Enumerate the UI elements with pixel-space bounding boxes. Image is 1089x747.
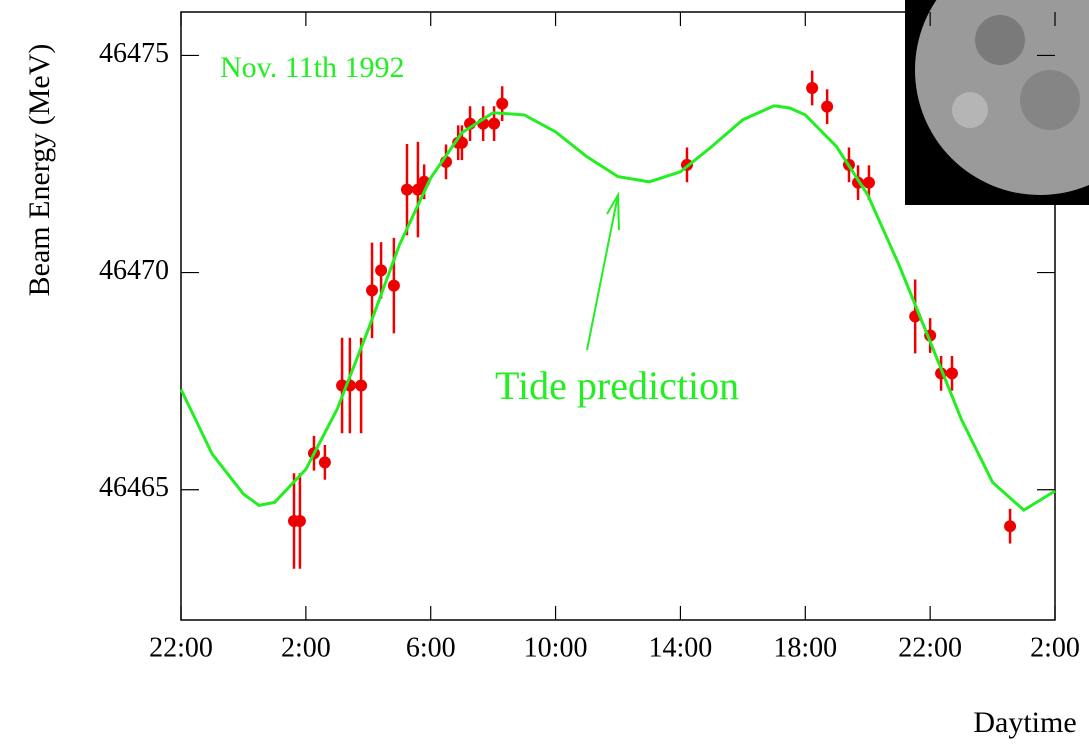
x-tick-label: 10:00 (524, 632, 588, 663)
x-tick-label: 6:00 (406, 632, 456, 663)
x-tick-label: 14:00 (649, 632, 713, 663)
data-point (862, 176, 875, 189)
data-point (488, 117, 501, 130)
y-tick-label: 46470 (99, 255, 169, 286)
x-tick-label: 2:00 (281, 632, 331, 663)
y-tick-label: 46465 (99, 472, 169, 503)
data-point (366, 284, 379, 297)
date-annotation: Nov. 11th 1992 (220, 51, 404, 84)
data-point (400, 183, 413, 196)
data-point (496, 97, 509, 110)
data-point (821, 100, 834, 113)
data-point (806, 82, 819, 94)
data-point (1004, 520, 1017, 533)
annotation-arrow (586, 191, 620, 351)
data-point (318, 456, 331, 469)
data-point (945, 367, 958, 380)
plot-frame (180, 11, 1056, 621)
curve-annotation: Tide prediction (495, 363, 739, 408)
x-tick-label: 22:00 (898, 632, 962, 663)
x-tick-label: 22:00 (149, 632, 213, 663)
data-point (355, 379, 368, 392)
data-point (455, 136, 468, 149)
data-point (387, 279, 400, 292)
y-tick-label: 46475 (99, 38, 169, 69)
data-point (375, 264, 388, 277)
x-tick-label: 2:00 (1030, 632, 1080, 663)
data-point (293, 514, 306, 527)
moon-photo (905, 0, 1089, 205)
y-axis-label: Beam Energy (MeV) (23, 44, 56, 297)
x-axis-label: Daytime (973, 706, 1076, 739)
x-tick-label: 18:00 (773, 632, 837, 663)
prediction-curve (179, 104, 1056, 512)
